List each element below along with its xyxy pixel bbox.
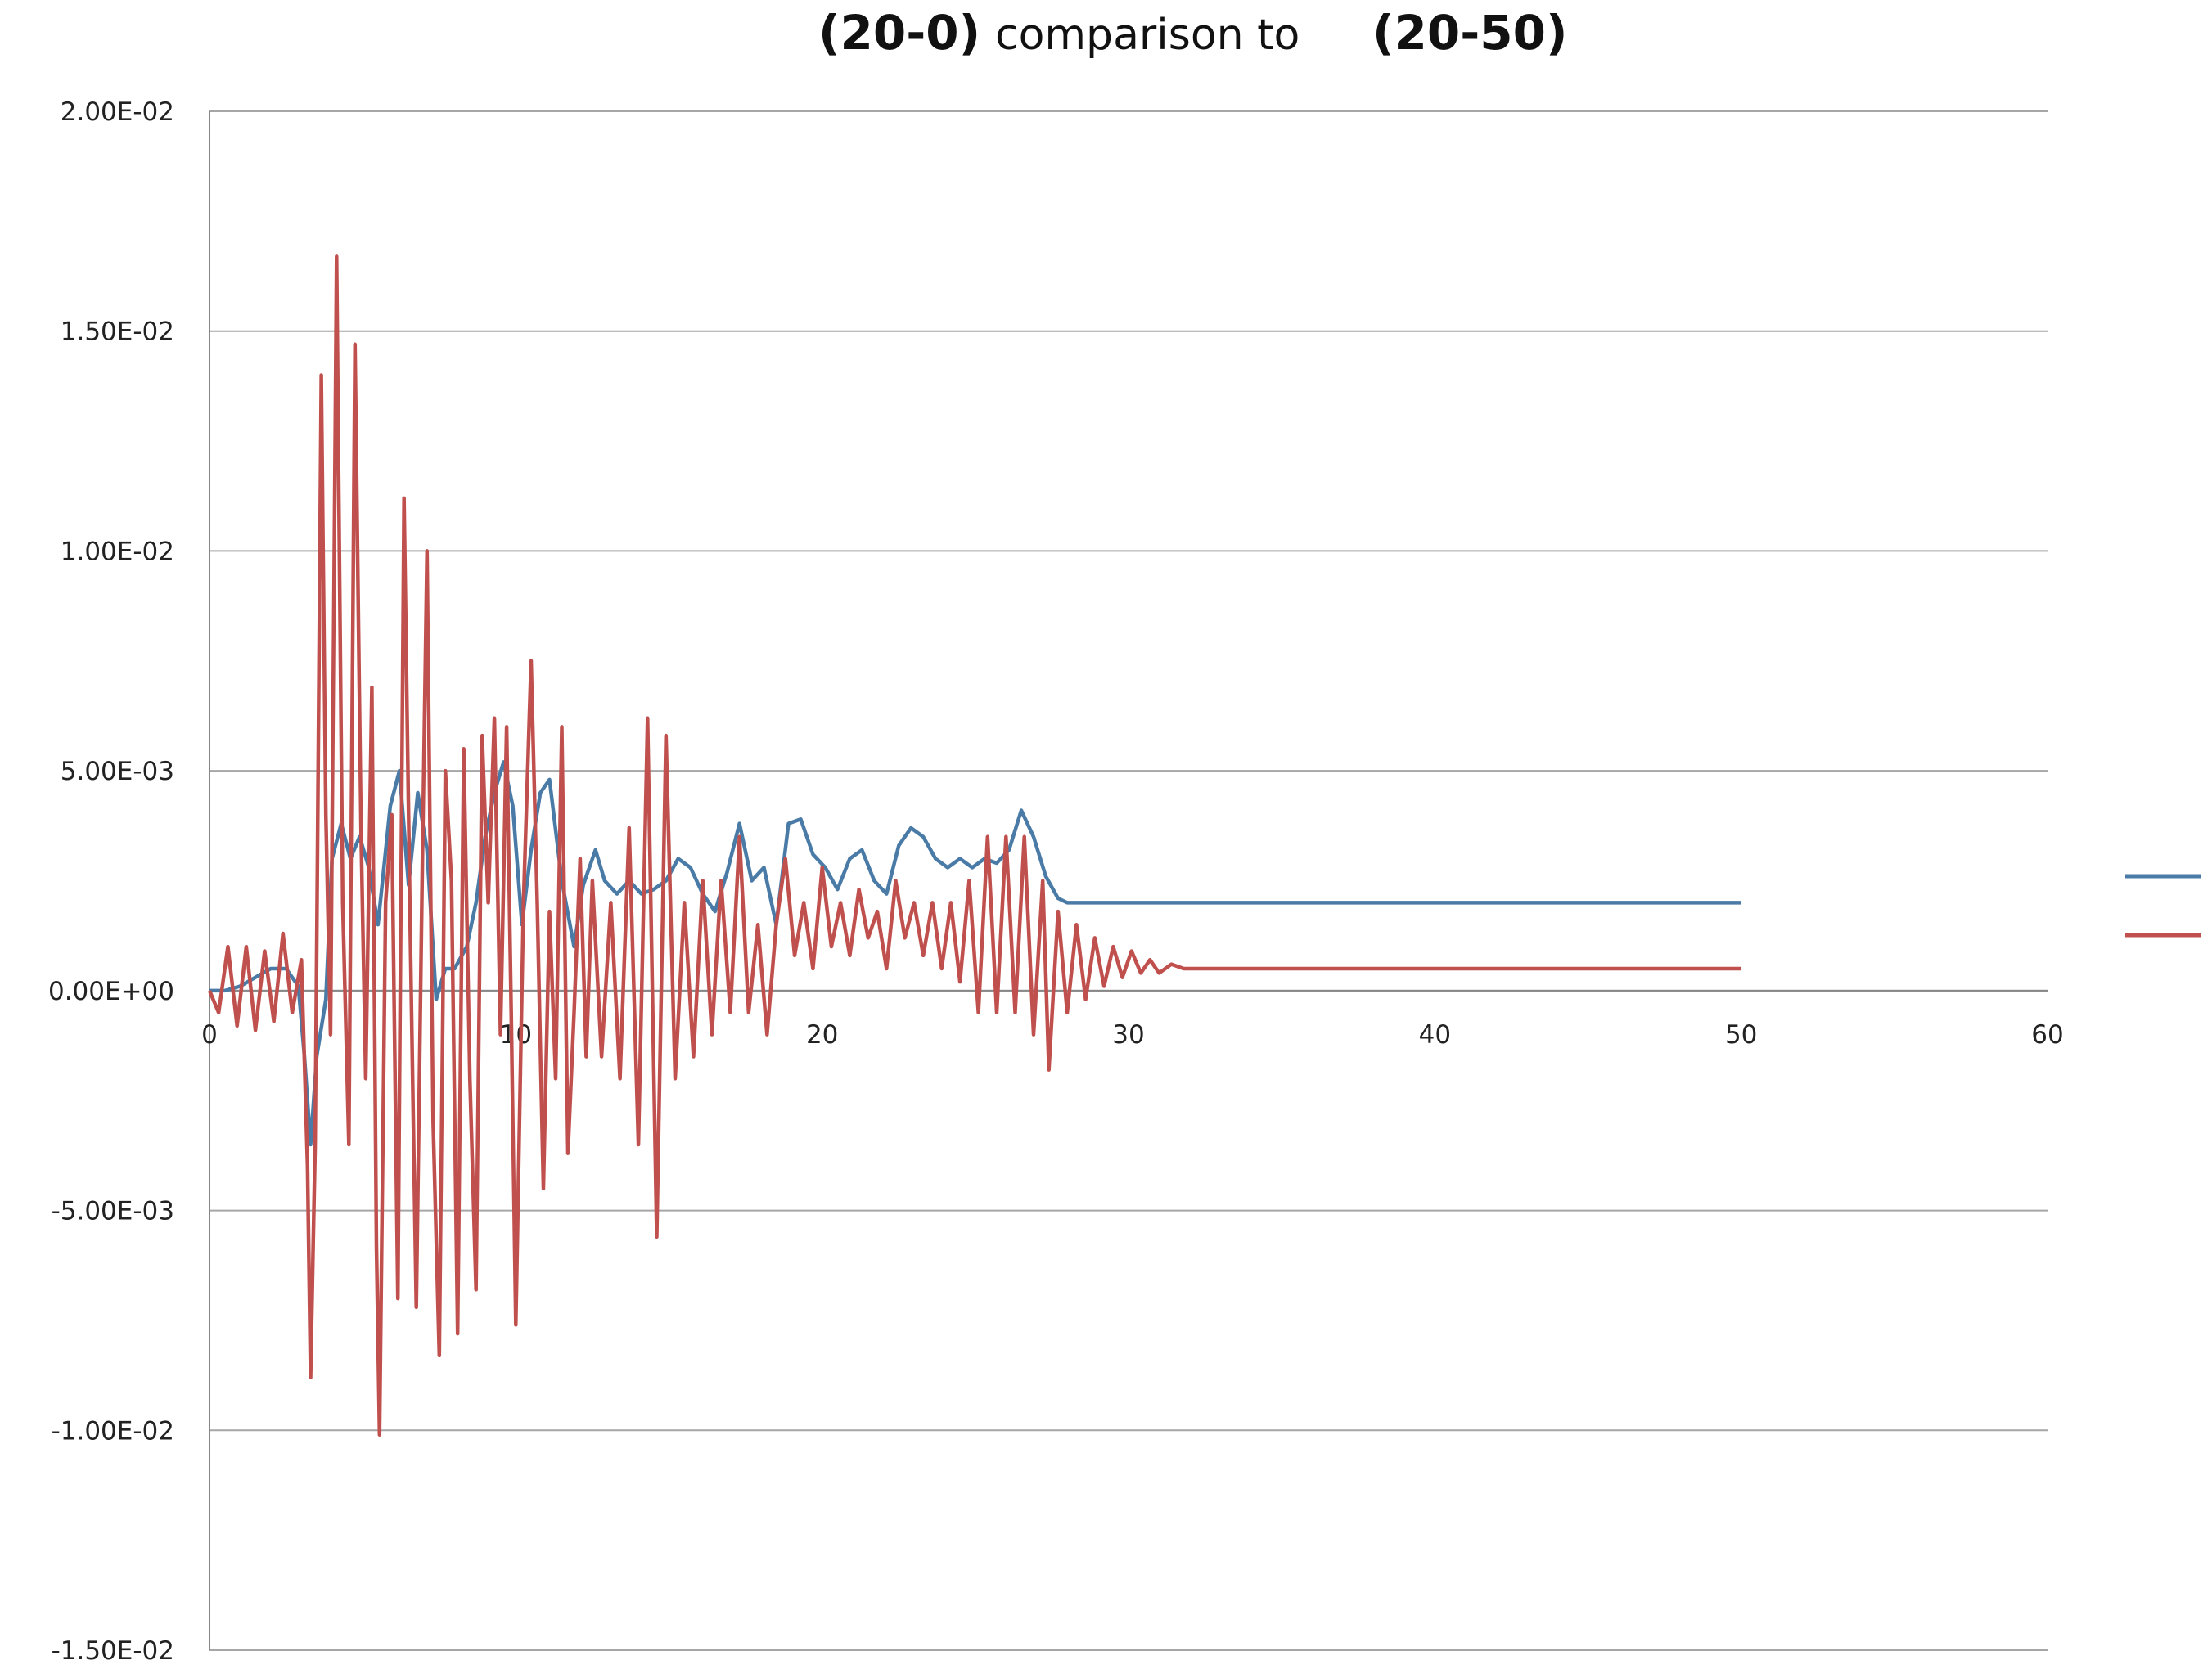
- y-tick-label: 0.00E+00: [48, 977, 174, 1006]
- y-tick-label: 1.00E-02: [61, 537, 174, 566]
- gridlines: [209, 110, 2048, 1651]
- data-series: [207, 254, 1741, 1437]
- x-tick-label: 10: [500, 1020, 532, 1050]
- x-tick-label: 20: [806, 1020, 838, 1050]
- y-tick-label: -1.00E-02: [52, 1416, 174, 1446]
- y-tick-label: 1.50E-02: [61, 317, 174, 347]
- chart-title: (20-0) comparison to (20-50): [818, 5, 1568, 61]
- x-tick-label: 0: [201, 1020, 218, 1050]
- x-tick-label: 30: [1112, 1020, 1144, 1050]
- y-tick-labels: 2.00E-02 1.50E-02 1.00E-02 5.00E-03 0.00E+00…: [48, 97, 174, 1666]
- y-tick-label: -5.00E-03: [52, 1197, 174, 1226]
- y-tick-label: 5.00E-03: [61, 757, 174, 786]
- legend: [2125, 874, 2201, 938]
- x-tick-label: 60: [2031, 1020, 2063, 1050]
- series-line-2: [207, 254, 1741, 1437]
- x-tick-label: 40: [1419, 1020, 1451, 1050]
- y-tick-label: 2.00E-02: [61, 97, 174, 127]
- x-tick-label: 50: [1725, 1020, 1757, 1050]
- chart-title-part2: comparison to: [995, 11, 1300, 60]
- chart-title-part1: (20-0): [818, 5, 980, 61]
- y-tick-label: -1.50E-02: [52, 1636, 174, 1666]
- axes: [209, 111, 2048, 1650]
- x-tick-labels: 0 10 20 30 40 50 60: [201, 1020, 2064, 1050]
- chart-title-part3: (20-50): [1372, 5, 1568, 61]
